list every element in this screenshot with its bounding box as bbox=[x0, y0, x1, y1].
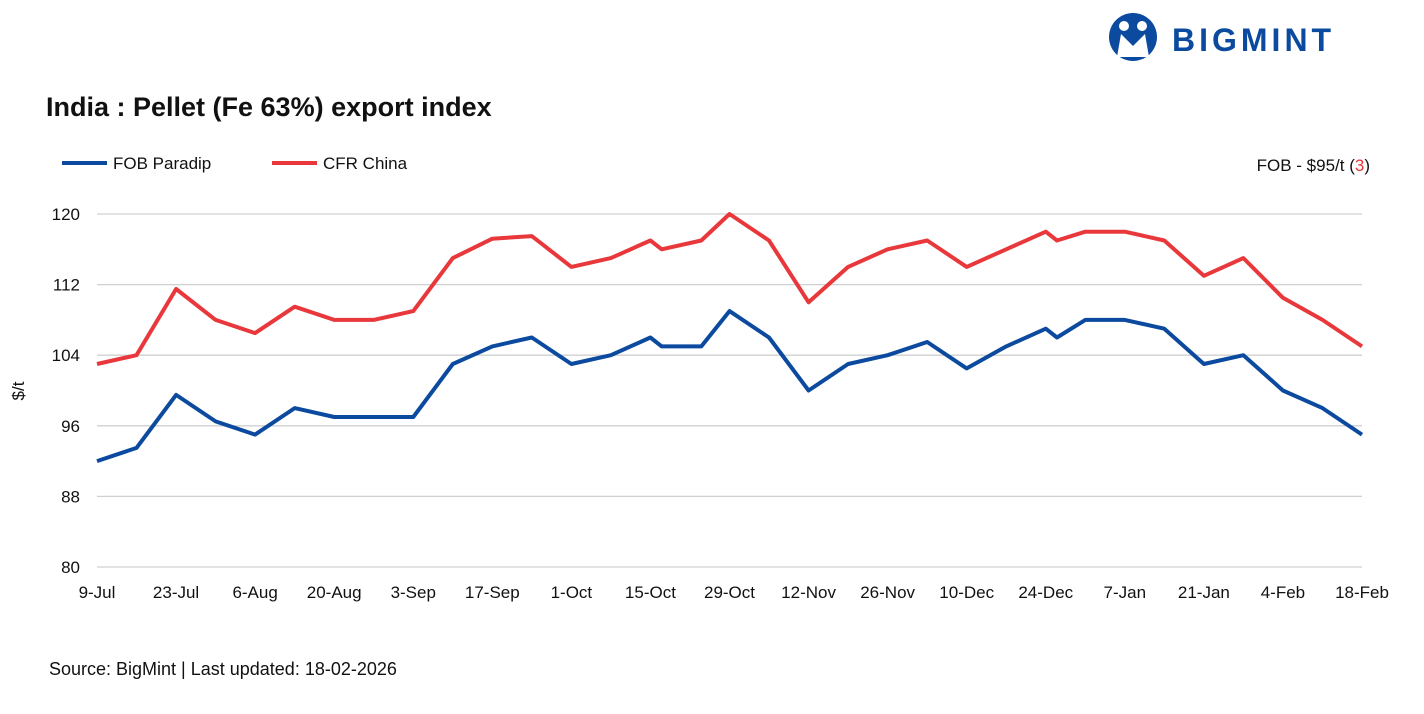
y-tick-label: 120 bbox=[52, 205, 80, 224]
x-tick-label: 20-Aug bbox=[307, 583, 362, 602]
series-line bbox=[96, 309, 1364, 463]
y-tick-label: 112 bbox=[53, 276, 80, 295]
annotation-text: ) bbox=[1364, 156, 1370, 175]
x-tick-label: 10-Dec bbox=[939, 583, 994, 602]
x-tick-label: 6-Aug bbox=[232, 583, 277, 602]
chart-title: India : Pellet (Fe 63%) export index bbox=[46, 92, 492, 122]
x-tick-label: 18-Feb bbox=[1335, 583, 1389, 602]
y-tick-label: 80 bbox=[61, 558, 80, 577]
logo: BIGMINT bbox=[1109, 13, 1335, 61]
legend-item: FOB Paradip bbox=[62, 154, 211, 173]
annotation-text: FOB - $95/t ( bbox=[1257, 156, 1356, 175]
y-tick-label: 88 bbox=[61, 487, 80, 506]
x-tick-label: 4-Feb bbox=[1261, 583, 1305, 602]
annotation: FOB - $95/t (3) bbox=[1257, 156, 1370, 175]
x-tick-label: 7-Jan bbox=[1104, 583, 1147, 602]
x-tick-label: 24-Dec bbox=[1018, 583, 1073, 602]
legend-label: FOB Paradip bbox=[113, 154, 211, 173]
legend-item: CFR China bbox=[272, 154, 408, 173]
x-tick-label: 26-Nov bbox=[860, 583, 915, 602]
x-tick-label: 3-Sep bbox=[391, 583, 436, 602]
legend-label: CFR China bbox=[323, 154, 408, 173]
annotation-change: 3 bbox=[1355, 156, 1364, 175]
y-tick-label: 104 bbox=[52, 346, 80, 365]
x-tick-label: 9-Jul bbox=[79, 583, 116, 602]
x-tick-label: 15-Oct bbox=[625, 583, 676, 602]
series-line bbox=[96, 212, 1364, 366]
x-tick-label: 23-Jul bbox=[153, 583, 199, 602]
x-tick-label: 12-Nov bbox=[781, 583, 836, 602]
brand: BIGMINT bbox=[1172, 22, 1335, 58]
x-tick-label: 1-Oct bbox=[551, 583, 593, 602]
source: Source: BigMint | Last updated: 18-02-20… bbox=[49, 659, 397, 679]
x-tick-label: 21-Jan bbox=[1178, 583, 1230, 602]
x-tick-label: 17-Sep bbox=[465, 583, 520, 602]
y-axis-label: $/t bbox=[9, 381, 28, 400]
y-tick-label: 96 bbox=[61, 417, 80, 436]
x-tick-label: 29-Oct bbox=[704, 583, 755, 602]
